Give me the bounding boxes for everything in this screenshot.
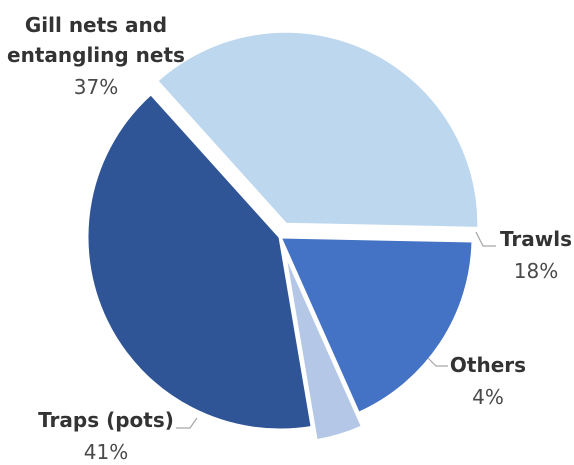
label-traps-name: Traps (pots) [38,408,174,432]
label-trawls-value: 18% [514,259,558,283]
leader-line-others [427,357,448,367]
leader-lines [176,231,496,429]
label-others-value: 4% [472,385,504,409]
data-labels: Gill nets and entangling nets 37% Trawls… [7,13,572,464]
label-others-name: Others [450,353,526,377]
label-trawls-name: Trawls [500,227,572,251]
pie-slice-traps-pots [85,92,314,432]
pie-slice-trawls [278,235,475,415]
label-traps-value: 41% [84,440,128,464]
pie-slices [85,29,481,443]
leader-line-traps [176,417,198,429]
label-gill-nets-name-line2: entangling nets [7,43,185,67]
pie-slice-gill-nets-and-entangling-nets [155,29,481,230]
leader-line-trawls [475,231,496,247]
label-gill-nets-value: 37% [74,75,118,99]
label-gill-nets-name-line1: Gill nets and [25,13,167,37]
pie-slice-others [282,248,365,443]
